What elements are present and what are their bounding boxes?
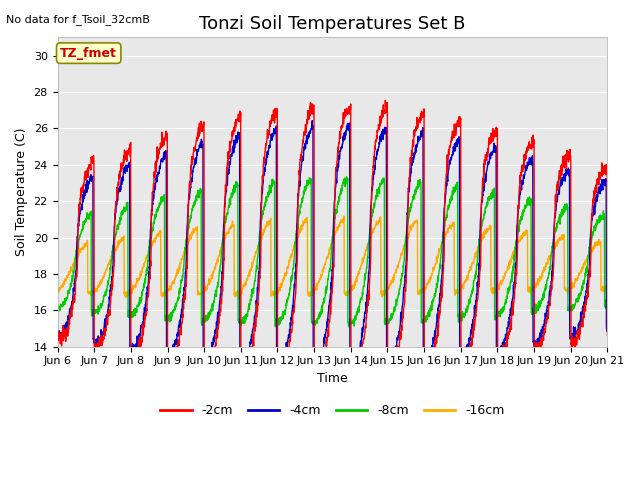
- Title: Tonzi Soil Temperatures Set B: Tonzi Soil Temperatures Set B: [199, 15, 466, 33]
- Text: No data for f_Tsoil_32cmB: No data for f_Tsoil_32cmB: [6, 14, 150, 25]
- Text: TZ_fmet: TZ_fmet: [60, 47, 117, 60]
- Y-axis label: Soil Temperature (C): Soil Temperature (C): [15, 128, 28, 256]
- Legend: -2cm, -4cm, -8cm, -16cm: -2cm, -4cm, -8cm, -16cm: [156, 399, 509, 422]
- X-axis label: Time: Time: [317, 372, 348, 385]
